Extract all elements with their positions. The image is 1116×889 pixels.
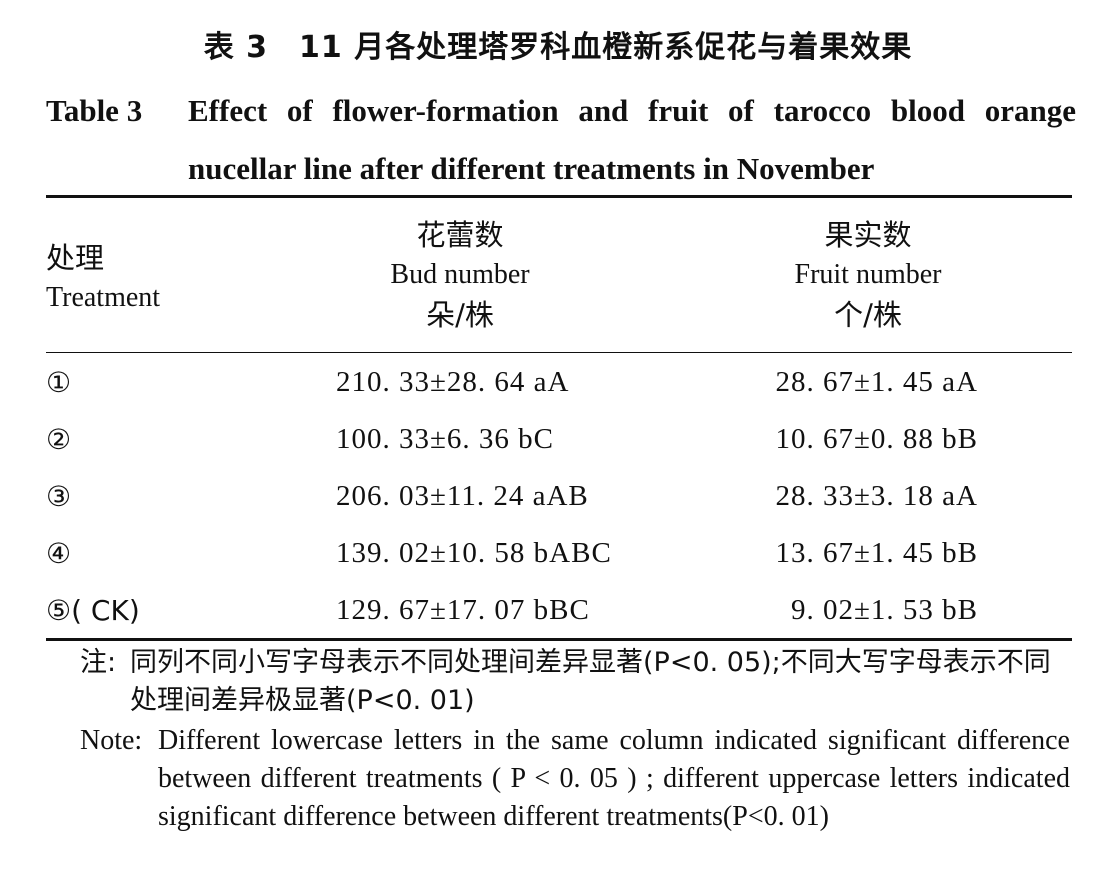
cell-bud: 100. 33±6. 36 bC xyxy=(336,423,555,455)
cell-fruit: 9. 02±1. 53 bB xyxy=(790,594,978,626)
cell-fruit: 28. 67±1. 45 aA xyxy=(775,366,978,398)
cell-bud: 210. 33±28. 64 aA xyxy=(336,366,570,398)
cell-treatment: ① xyxy=(46,366,72,399)
table-label: Table 3 xyxy=(46,93,143,128)
header-treatment-cn: 处理 xyxy=(46,241,105,275)
top-rule xyxy=(46,195,1072,198)
cell-treatment: ② xyxy=(46,423,72,456)
cell-bud: 206. 03±11. 24 aAB xyxy=(336,480,589,512)
header-bud-unit: 朵/株 xyxy=(426,298,494,332)
header-fruit-cn: 果实数 xyxy=(824,218,912,252)
header-rule xyxy=(46,352,1072,353)
header-bud-cn: 花蕾数 xyxy=(416,218,504,252)
cell-fruit: 10. 67±0. 88 bB xyxy=(775,423,978,455)
table-row: ② 100. 33±6. 36 bC 10. 67±0. 88 bB xyxy=(46,411,1072,468)
header-fruit-en: Fruit number xyxy=(794,259,942,290)
header-bud: 花蕾数 Bud number 朵/株 xyxy=(330,215,590,335)
cell-treatment: ④ xyxy=(46,537,72,570)
header-fruit: 果实数 Fruit number 个/株 xyxy=(738,215,998,335)
cell-bud: 139. 02±10. 58 bABC xyxy=(336,537,612,569)
note-cn-label: 注: xyxy=(80,647,117,678)
note-en-text: Different lowercase letters in the same … xyxy=(158,725,1070,832)
note-cn-text: 同列不同小写字母表示不同处理间差异显著(P<0. 05);不同大写字母表示不同处… xyxy=(130,647,1051,716)
table-row: ① 210. 33±28. 64 aA 28. 67±1. 45 aA xyxy=(46,354,1072,411)
cell-bud: 129. 67±17. 07 bBC xyxy=(336,594,590,626)
table-title-cn: 表 3 11 月各处理塔罗科血橙新系促花与着果效果 xyxy=(203,30,913,65)
cell-treatment: ⑤( CK) xyxy=(46,594,140,627)
header-bud-en: Bud number xyxy=(390,259,530,290)
note-en-label: Note: xyxy=(80,725,143,756)
table-row: ⑤( CK) 129. 67±17. 07 bBC 9. 02±1. 53 bB xyxy=(46,582,1072,639)
header-treatment: 处理 Treatment xyxy=(46,238,160,318)
table-row: ④ 139. 02±10. 58 bABC 13. 67±1. 45 bB xyxy=(46,525,1072,582)
cell-treatment: ③ xyxy=(46,480,72,513)
header-treatment-en: Treatment xyxy=(46,282,161,313)
bottom-rule xyxy=(46,638,1072,641)
cell-fruit: 13. 67±1. 45 bB xyxy=(775,537,978,569)
cell-fruit: 28. 33±3. 18 aA xyxy=(775,480,978,512)
header-fruit-unit: 个/株 xyxy=(834,298,902,332)
table-caption: Effect of flower-formation and fruit of … xyxy=(188,93,1076,186)
table-row: ③ 206. 03±11. 24 aAB 28. 33±3. 18 aA xyxy=(46,468,1072,525)
